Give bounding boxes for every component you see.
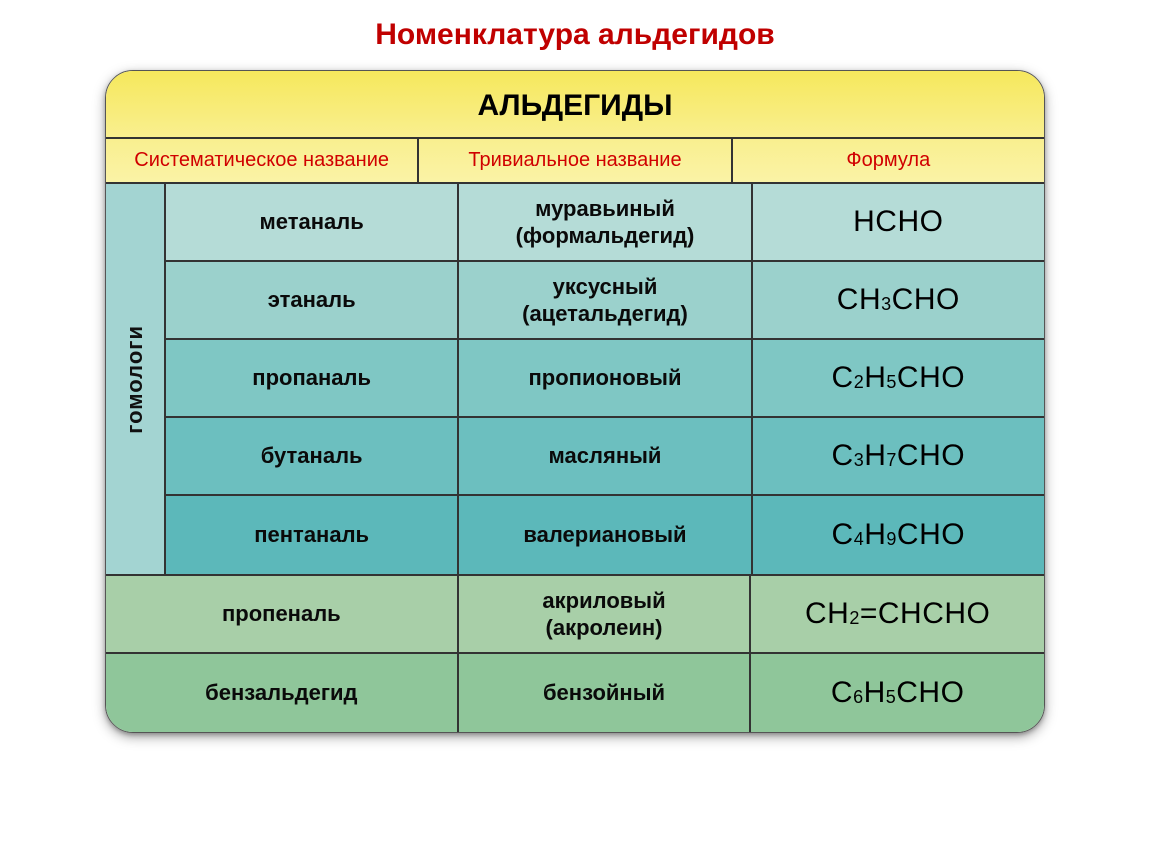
systematic-name: пропеналь (106, 576, 459, 652)
table-header: АЛЬДЕГИДЫ (106, 71, 1044, 139)
trivial-name: масляный (459, 418, 752, 494)
trivial-name: муравьиный(формальдегид) (459, 184, 752, 260)
table-row: бутанальмасляныйC3H7CHO (166, 418, 1044, 496)
systematic-name: бензальдегид (106, 654, 459, 732)
table-row: пентанальвалериановыйC4H9CHO (166, 496, 1044, 574)
col-systematic: Систематическое название (106, 139, 419, 182)
trivial-name: валериановый (459, 496, 752, 574)
formula: CH2=CHCHO (751, 576, 1044, 652)
col-trivial: Тривиальное название (419, 139, 732, 182)
systematic-name: пропаналь (166, 340, 459, 416)
systematic-name: пентаналь (166, 496, 459, 574)
table-row: пропанальпропионовыйC2H5CHO (166, 340, 1044, 418)
formula: CH3CHO (753, 262, 1044, 338)
column-header-row: Систематическое название Тривиальное наз… (106, 139, 1044, 184)
page-title: Номенклатура альдегидов (375, 18, 774, 52)
col-formula: Формула (733, 139, 1044, 182)
trivial-name: бензойный (459, 654, 752, 732)
systematic-name: метаналь (166, 184, 459, 260)
formula: C3H7CHO (753, 418, 1044, 494)
formula: C4H9CHO (753, 496, 1044, 574)
homologs-block: гомологи метанальмуравьиный(формальдегид… (106, 184, 1044, 576)
formula: C2H5CHO (753, 340, 1044, 416)
systematic-name: бутаналь (166, 418, 459, 494)
table-row: этанальуксусный(ацетальдегид)CH3CHO (166, 262, 1044, 340)
trivial-name: пропионовый (459, 340, 752, 416)
formula: HCHO (753, 184, 1044, 260)
table-row: метанальмуравьиный(формальдегид)HCHO (166, 184, 1044, 262)
formula: C6H5CHO (751, 654, 1044, 732)
trivial-name: акриловый(акролеин) (459, 576, 752, 652)
trivial-name: уксусный(ацетальдегид) (459, 262, 752, 338)
table-row: пропенальакриловый(акролеин)CH2=CHCHO (106, 576, 1044, 654)
aldehydes-table: АЛЬДЕГИДЫ Систематическое название Триви… (105, 70, 1045, 733)
table-row: бензальдегидбензойныйC6H5CHO (106, 654, 1044, 732)
systematic-name: этаналь (166, 262, 459, 338)
vertical-homologs-label: гомологи (106, 184, 166, 574)
